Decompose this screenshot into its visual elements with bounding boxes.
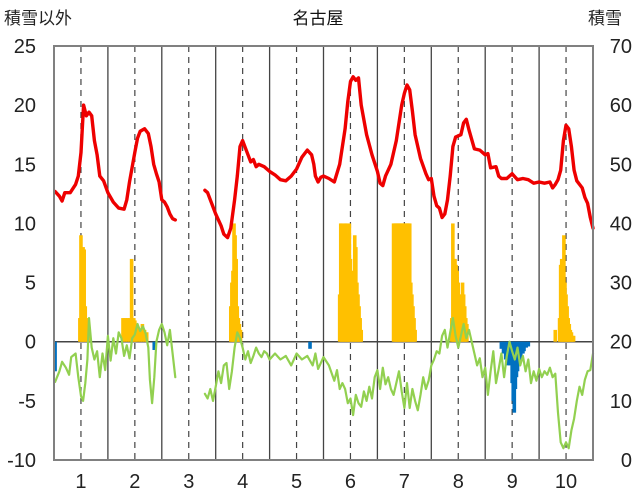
y-left-tick-label: 25 (14, 36, 36, 58)
bar-orange (136, 327, 140, 342)
bar-blue (53, 341, 57, 372)
plot-frame (53, 45, 594, 461)
y-left-tick-label: -10 (7, 450, 36, 472)
chart-title: 名古屋 (293, 9, 344, 29)
bar-blue (152, 341, 157, 350)
bar-orange (121, 318, 125, 342)
series-line-green (203, 317, 595, 450)
bar-blue (524, 341, 528, 348)
x-tick-label: 7 (399, 471, 410, 493)
x-tick-label: 2 (129, 471, 140, 493)
x-tick-label: 6 (345, 471, 356, 493)
y-right-tick-label: 30 (610, 273, 632, 295)
bar-orange (138, 329, 143, 342)
y-left-tick-label: 5 (25, 273, 36, 295)
bar-orange (82, 249, 86, 342)
y-right-tick-label: 20 (610, 332, 632, 354)
x-tick-label: 10 (555, 471, 577, 493)
bar-orange (79, 235, 83, 342)
lines (53, 75, 595, 450)
bar-orange (412, 318, 416, 342)
x-tick-label: 3 (183, 471, 194, 493)
bar-orange (465, 323, 469, 342)
series-line-red (53, 103, 177, 222)
bar-orange (127, 318, 132, 342)
y-right-tick-label: 40 (610, 213, 632, 235)
bar-orange (125, 318, 130, 342)
bar-blue (501, 341, 506, 354)
bars (53, 223, 576, 413)
y-left-tick-label: -5 (18, 391, 36, 413)
y-left-tick-label: 0 (25, 332, 36, 354)
bar-blue (503, 341, 508, 360)
x-tick-label: 1 (75, 471, 86, 493)
bar-blue (522, 341, 526, 352)
bar-orange (553, 329, 558, 342)
bar-blue (308, 341, 312, 349)
bar-blue (499, 341, 504, 349)
y-right-tick-label: 60 (610, 95, 632, 117)
x-tick-label: 5 (291, 471, 302, 493)
tick-labels: -10 -5 0 5 10 15 20 25 0 10 20 30 40 50 60 70 1 2 3 4 5 6 7 8 9 1… (7, 36, 632, 493)
bar-orange (140, 323, 145, 342)
series-line-green (54, 317, 177, 405)
y-left-tick-label: 10 (14, 213, 36, 235)
series-line-red (203, 75, 595, 240)
bar-orange (413, 329, 417, 342)
y-left-tick-label: 20 (14, 95, 36, 117)
bar-orange (142, 329, 147, 342)
y-right-tick-label: 50 (610, 154, 632, 176)
y-right-tick-label: 0 (621, 450, 632, 472)
y-right-tick-label: 70 (610, 36, 632, 58)
bar-blue (508, 341, 512, 366)
x-tick-label: 4 (237, 471, 248, 493)
bar-orange (129, 258, 134, 342)
bar-orange (234, 258, 238, 342)
x-tick-label: 9 (507, 471, 518, 493)
x-tick-label: 8 (453, 471, 464, 493)
bar-orange (571, 335, 576, 342)
y-left-tick-label: 15 (14, 154, 36, 176)
bar-orange (359, 329, 364, 342)
left-axis-label: 積雪以外 (4, 9, 72, 29)
bar-orange (123, 318, 127, 342)
bar-orange (358, 318, 362, 342)
bar-orange (238, 329, 243, 342)
bar-blue (526, 341, 531, 347)
right-axis-label: 積雪 (588, 9, 622, 29)
y-right-tick-label: 10 (610, 391, 632, 413)
